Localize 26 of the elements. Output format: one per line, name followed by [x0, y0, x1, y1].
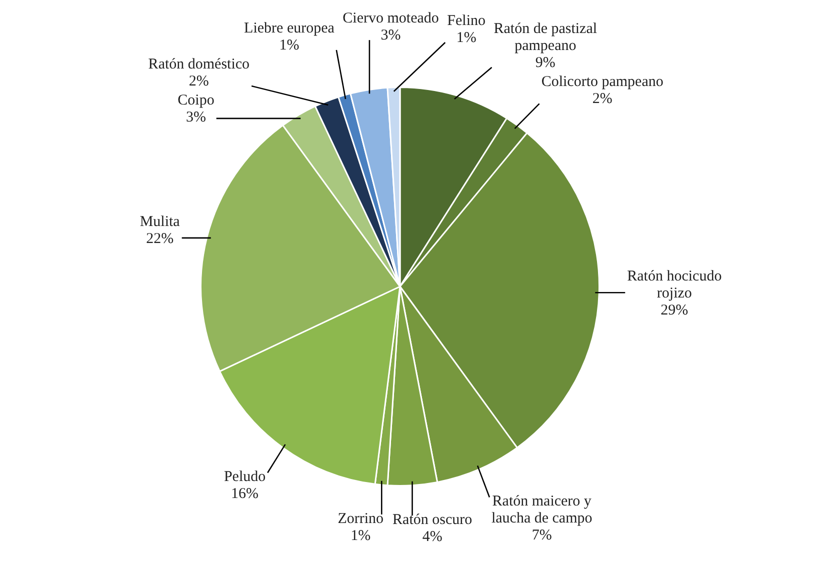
data-label: 1%	[350, 528, 371, 544]
slice-label: Ciervo moteado	[342, 10, 439, 27]
data-label: 4%	[422, 529, 442, 546]
slice-label: Colicorto pampeano	[541, 74, 664, 90]
data-label: 7%	[532, 528, 552, 544]
slice-label: Ratón oscuro	[392, 512, 472, 528]
slice-label: Ratón maicero y laucha de campo	[491, 494, 592, 527]
data-label: 29%	[660, 302, 688, 319]
slice-label: Ratón doméstico	[148, 56, 250, 72]
data-label: 1%	[456, 30, 476, 46]
data-label: 22%	[146, 230, 174, 247]
data-label: 1%	[279, 37, 300, 54]
slice-label: Coipo	[178, 92, 214, 109]
slice-label: Ratón hocicudo rojizo	[627, 268, 722, 302]
slice-label: Ratón de pastizal pampeano	[494, 20, 598, 54]
slice-label: Liebre europea	[244, 20, 335, 36]
data-label: 9%	[535, 54, 556, 71]
data-label: 3%	[186, 110, 206, 126]
slice-label: Felino	[447, 12, 486, 29]
slice-label: Zorrino	[338, 510, 384, 527]
data-label: 2%	[188, 73, 209, 90]
slice-label: Mulita	[140, 214, 180, 230]
data-label: 3%	[380, 28, 401, 44]
slice-label: Peludo	[224, 469, 266, 486]
data-label: 2%	[592, 91, 612, 108]
data-label: 16%	[231, 486, 259, 502]
